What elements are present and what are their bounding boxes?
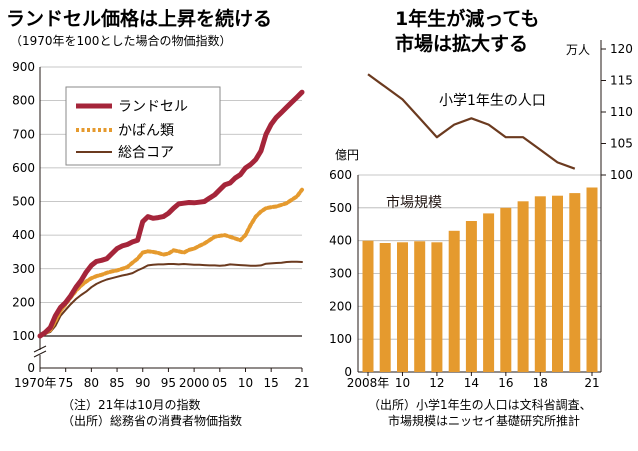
bar-unit-label: 億円 — [335, 148, 359, 162]
right-x-axis: 2008年 10 12 14 16 18 21 — [347, 372, 600, 390]
right-right-y-tick-label: 120 — [610, 42, 633, 56]
line-unit-label: 万人 — [566, 43, 590, 57]
left-axis-break — [33, 345, 47, 353]
right-x-tick-label: 2008年 — [347, 376, 390, 390]
left-note-1: （注）21年は10月の指数 — [62, 397, 201, 412]
left-series-line-2 — [39, 260, 303, 337]
right-x-tick-label: 12 — [429, 376, 444, 390]
population-line — [367, 73, 576, 170]
left-x-tick-label: 95 — [161, 376, 176, 390]
market-bar — [552, 195, 563, 372]
population-series-label: 小学1年生の人口 — [439, 93, 546, 109]
market-bar — [483, 213, 495, 372]
right-x-tick-label: 10 — [395, 376, 410, 390]
left-y-tick-label: 0 — [27, 361, 35, 375]
market-bar — [431, 242, 443, 372]
left-series-line-1 — [38, 187, 304, 338]
left-y-tick-label: 300 — [12, 262, 35, 276]
legend-label-core: 総合コア — [118, 145, 174, 161]
left-y-tick-label: 900 — [12, 60, 35, 74]
left-y-tick-label: 100 — [12, 329, 35, 343]
market-bar — [379, 243, 391, 372]
right-population-line — [367, 73, 576, 170]
right-x-tick-label: 18 — [533, 376, 548, 390]
right-left-y-tick-label: 600 — [329, 168, 352, 182]
left-y-tick-label: 600 — [12, 161, 35, 175]
right-right-y-tick-label: 110 — [610, 105, 633, 119]
market-bar — [500, 207, 512, 372]
right-right-y-tick-label: 100 — [610, 168, 633, 182]
left-series-line-0 — [37, 89, 305, 339]
legend-label-kaban: かばん類 — [118, 123, 174, 139]
market-bar — [517, 201, 529, 372]
right-right-y-axis: 100 105 110 115 120 — [601, 42, 633, 182]
left-y-tick-label: 200 — [12, 295, 35, 309]
left-x-tick-label: 1970年 — [14, 376, 57, 390]
right-chart-title-line1: 1年生が減っても — [395, 7, 539, 30]
market-bar — [465, 221, 477, 372]
market-bar — [569, 193, 581, 372]
market-series-label: 市場規模 — [386, 194, 442, 211]
right-x-tick-label: 16 — [498, 376, 513, 390]
right-bars — [362, 187, 598, 372]
left-y-tick-label: 400 — [12, 228, 35, 242]
market-bar — [534, 196, 546, 372]
left-x-axis: 1970年 75 80 85 90 95 2000 05 10 15 21 — [14, 368, 310, 390]
left-axis-break — [33, 350, 47, 358]
left-x-tick-label: 21 — [294, 376, 309, 390]
right-chart-title-line2: 市場は拡大する — [395, 32, 528, 55]
market-bar — [586, 187, 598, 372]
left-gridlines — [33, 66, 302, 369]
right-x-tick-label: 21 — [584, 376, 599, 390]
left-note-2: （出所）総務省の消費者物価指数 — [62, 413, 242, 428]
right-right-y-tick-label: 115 — [610, 74, 633, 88]
left-x-tick-label: 15 — [264, 376, 279, 390]
left-x-tick-label: 75 — [58, 376, 73, 390]
left-y-tick-label: 700 — [12, 127, 35, 141]
right-left-y-tick-label: 400 — [329, 234, 352, 248]
left-x-tick-label: 05 — [212, 376, 227, 390]
left-x-tick-label: 2000 — [179, 376, 210, 390]
left-y-tick-label: 500 — [12, 195, 35, 209]
left-x-tick-label: 10 — [238, 376, 253, 390]
right-note-1: （出所）小学1年生の人口は文科省調査、 — [368, 397, 592, 412]
market-bar — [397, 242, 408, 372]
right-left-y-axis: 0 100 200 300 400 500 600 — [329, 168, 352, 379]
right-left-y-tick-label: 100 — [329, 332, 352, 346]
left-y-tick-label: 800 — [12, 94, 35, 108]
market-bar — [414, 241, 426, 372]
market-bar — [362, 240, 374, 372]
left-x-tick-label: 80 — [84, 376, 99, 390]
left-chart-title: ランドセル価格は上昇を続ける — [6, 7, 272, 30]
left-y-axis: 0 100 200 300 400 500 600 700 800 900 — [12, 60, 35, 375]
left-x-tick-label: 90 — [135, 376, 150, 390]
legend-label-randoseru: ランドセル — [118, 99, 188, 115]
left-series-lines — [37, 89, 305, 339]
right-left-y-tick-label: 300 — [329, 267, 352, 281]
right-note-2: 市場規模はニッセイ基礎研究所推計 — [388, 413, 580, 428]
market-bar — [448, 230, 460, 372]
right-left-y-tick-label: 200 — [329, 299, 352, 313]
left-legend: ランドセル かばん類 総合コア — [65, 86, 221, 166]
left-x-tick-label: 85 — [109, 376, 124, 390]
right-x-tick-label: 14 — [464, 376, 479, 390]
left-chart-subtitle: （1970年を100とした場合の物価指数） — [10, 33, 231, 48]
right-left-y-tick-label: 0 — [344, 365, 352, 379]
right-left-y-tick-label: 500 — [329, 201, 352, 215]
right-right-y-tick-label: 105 — [610, 137, 633, 151]
